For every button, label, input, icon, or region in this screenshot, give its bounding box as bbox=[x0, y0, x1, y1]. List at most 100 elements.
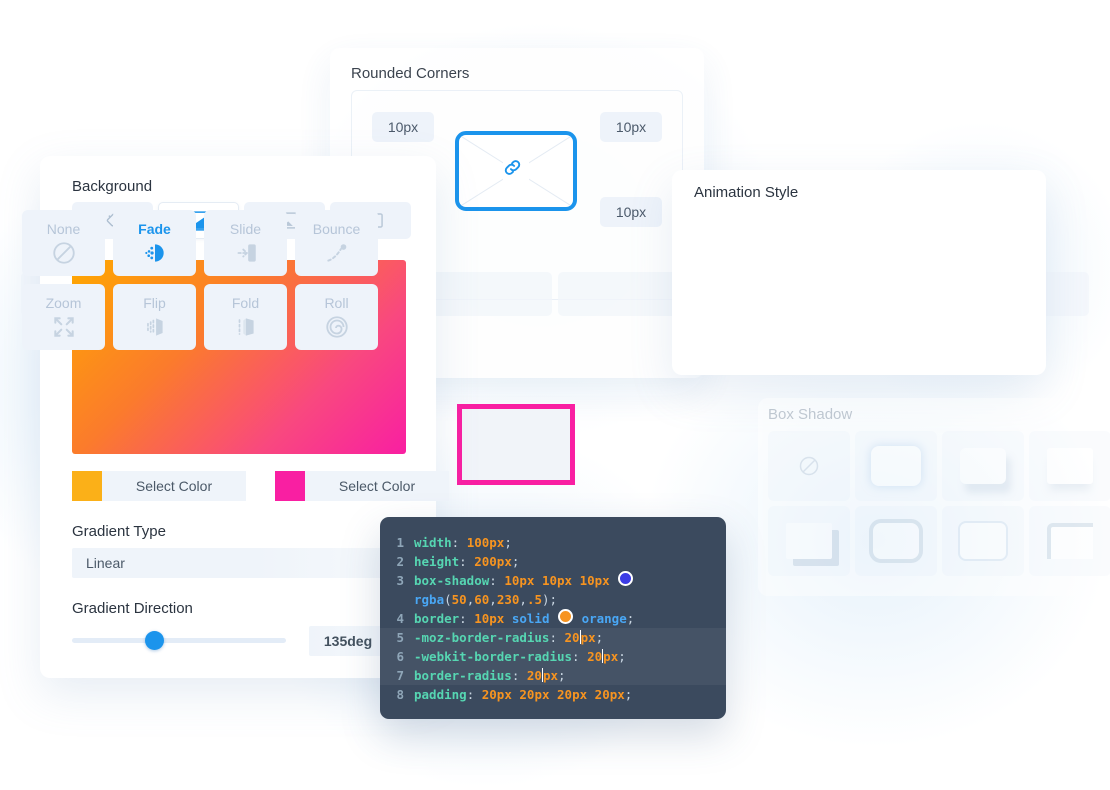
color-swatch-start[interactable] bbox=[72, 471, 102, 501]
code-line[interactable]: 5 -moz-border-radius: 20px; bbox=[380, 628, 726, 647]
color-preview-dot-blue[interactable] bbox=[618, 571, 634, 586]
animation-label: Fade bbox=[138, 220, 171, 237]
colon: : bbox=[451, 535, 460, 550]
shadow-outline-icon bbox=[873, 523, 919, 559]
select-color-button-start[interactable]: Select Color bbox=[102, 471, 246, 501]
code-content: box-shadow: 10px 10px 10px bbox=[414, 571, 712, 590]
colon: : bbox=[459, 611, 467, 626]
bounce-icon bbox=[326, 243, 346, 262]
box-shadow-option-hard-offset[interactable] bbox=[768, 506, 850, 576]
select-color-button-end[interactable]: Select Color bbox=[305, 471, 449, 501]
css-value: 10px bbox=[541, 573, 573, 588]
line-number: 1 bbox=[396, 535, 404, 550]
code-content: padding: 20px 20px 20px 20px; bbox=[414, 685, 712, 704]
code-line[interactable]: 4 border: 10px solid orange; bbox=[380, 609, 726, 628]
code-content: border: 10px solid orange; bbox=[414, 609, 712, 628]
color-stop-2: Select Color bbox=[275, 471, 449, 501]
box-shadow-option-drop[interactable] bbox=[942, 431, 1024, 501]
box-shadow-title: Box Shadow bbox=[768, 406, 853, 423]
css-property: border-radius bbox=[414, 668, 512, 683]
code-line[interactable]: 3 box-shadow: 10px 10px 10px bbox=[380, 571, 726, 590]
gradient-color-stops: Select Color Select Color bbox=[72, 471, 449, 501]
box-shadow-option-outline[interactable] bbox=[855, 506, 937, 576]
css-value: 20px bbox=[594, 687, 625, 702]
gradient-type-select[interactable]: Linear bbox=[72, 548, 406, 578]
slide-icon bbox=[236, 243, 256, 262]
line-number-blank bbox=[380, 590, 414, 609]
semicolon: ; bbox=[549, 592, 558, 607]
box-shadow-option-none[interactable] bbox=[768, 431, 850, 501]
box-shadow-option-soft-border[interactable] bbox=[942, 506, 1024, 576]
semicolon: ; bbox=[626, 611, 635, 626]
animation-option-roll[interactable]: Roll bbox=[295, 284, 378, 350]
css-keyword: solid bbox=[511, 611, 550, 626]
animation-label: Bounce bbox=[312, 220, 361, 237]
animation-label: Roll bbox=[324, 294, 349, 311]
no-entry-icon bbox=[52, 241, 75, 264]
code-content: -moz-border-radius: 20px; bbox=[414, 628, 712, 647]
color-stop-1: Select Color bbox=[72, 471, 246, 501]
slider-track[interactable] bbox=[72, 638, 286, 643]
flip-icon bbox=[146, 317, 163, 336]
animation-option-flip[interactable]: Flip bbox=[113, 284, 196, 350]
corner-radius-preview-box[interactable] bbox=[455, 131, 577, 211]
code-line-continuation[interactable]: rgba(50,60,230,.5); bbox=[380, 590, 726, 609]
animation-label: None bbox=[46, 220, 81, 237]
code-editor-panel[interactable]: 1 width: 100px; 2 height: 200px; 3 box-s… bbox=[380, 517, 726, 719]
animation-label: Slide bbox=[229, 220, 262, 237]
link-icon[interactable] bbox=[503, 158, 529, 184]
code-line[interactable]: 2 height: 200px; bbox=[380, 552, 726, 571]
color-preview-dot-orange[interactable] bbox=[558, 609, 574, 624]
line-number: 3 bbox=[396, 573, 404, 588]
code-content: border-radius: 20px; bbox=[414, 666, 712, 685]
css-value-number: 20 bbox=[526, 668, 542, 683]
gradient-direction-value[interactable]: 135deg bbox=[309, 626, 387, 656]
css-value: 10px bbox=[504, 573, 535, 588]
text-cursor bbox=[541, 668, 543, 682]
css-property: -webkit-border-radius bbox=[414, 649, 573, 664]
animation-option-fade[interactable]: Fade bbox=[113, 210, 196, 276]
corner-radius-top-right[interactable]: 10px bbox=[600, 112, 662, 142]
colon: : bbox=[549, 630, 557, 645]
box-shadow-option-corner[interactable] bbox=[1029, 506, 1110, 576]
animation-option-slide[interactable]: Slide bbox=[204, 210, 287, 276]
corner-radius-top-left[interactable]: 10px bbox=[372, 112, 434, 142]
gradient-type-label: Gradient Type bbox=[72, 523, 166, 540]
text-cursor bbox=[602, 649, 604, 663]
slider-thumb[interactable] bbox=[145, 631, 164, 650]
background-title: Background bbox=[72, 178, 153, 195]
code-line[interactable]: 7 border-radius: 20px; bbox=[380, 666, 726, 685]
css-value: 10px bbox=[474, 611, 505, 626]
box-shadow-grid bbox=[768, 431, 1110, 576]
animation-label: Fold bbox=[231, 294, 260, 311]
colon: : bbox=[489, 573, 497, 588]
colon: : bbox=[459, 554, 467, 569]
line-number: 2 bbox=[396, 554, 404, 569]
code-line[interactable]: 6 -webkit-border-radius: 20px; bbox=[380, 647, 726, 666]
line-number: 4 bbox=[396, 611, 404, 626]
box-shadow-option-bottom[interactable] bbox=[1029, 431, 1110, 501]
css-property: height bbox=[414, 554, 460, 569]
code-line[interactable]: 8 padding: 20px 20px 20px 20px; bbox=[380, 685, 726, 704]
gradient-direction-slider[interactable] bbox=[72, 631, 286, 651]
code-line[interactable]: 1 width: 100px; bbox=[380, 533, 726, 552]
animation-option-fold[interactable]: Fold bbox=[204, 284, 287, 350]
css-value-unit: px bbox=[603, 649, 619, 664]
colon: : bbox=[511, 668, 520, 683]
animation-option-zoom[interactable]: Zoom bbox=[22, 284, 105, 350]
box-shadow-option-glow[interactable] bbox=[855, 431, 937, 501]
corner-radius-bottom-right[interactable]: 10px bbox=[600, 197, 662, 227]
line-number: 8 bbox=[396, 687, 404, 702]
color-swatch-end[interactable] bbox=[275, 471, 305, 501]
fade-icon bbox=[144, 243, 164, 262]
line-number: 5 bbox=[396, 630, 404, 645]
css-value-number: 20 bbox=[564, 630, 580, 645]
rgba-r: 50 bbox=[451, 592, 467, 607]
rounded-corners-title: Rounded Corners bbox=[351, 65, 470, 82]
animation-option-none[interactable]: None bbox=[22, 210, 105, 276]
semicolon: ; bbox=[595, 630, 604, 645]
animation-option-bounce[interactable]: Bounce bbox=[295, 210, 378, 276]
semicolon: ; bbox=[624, 687, 633, 702]
animation-style-grid: None Fade Slide Bounce Zoom bbox=[22, 210, 378, 350]
shadow-corner-icon bbox=[1047, 523, 1093, 559]
